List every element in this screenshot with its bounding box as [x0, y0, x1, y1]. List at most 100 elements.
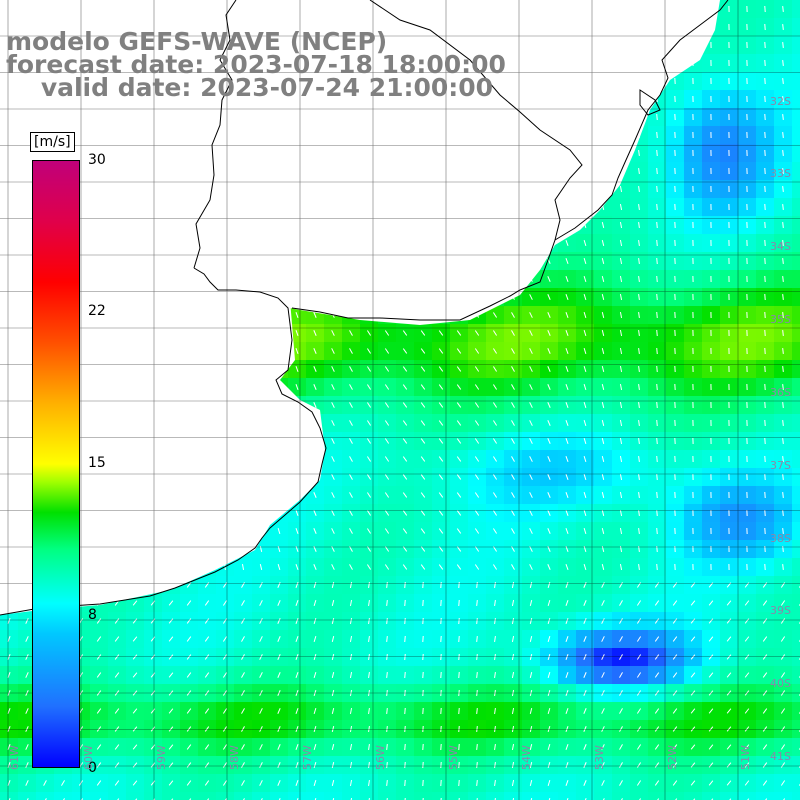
wind-arrow — [547, 528, 551, 534]
wind-arrow — [782, 221, 784, 229]
wind-arrow — [386, 725, 388, 733]
wind-arrow — [404, 617, 406, 625]
wind-arrow — [782, 509, 784, 517]
wind-arrow — [782, 347, 784, 355]
wind-arrow — [619, 311, 623, 319]
wind-arrow — [420, 564, 426, 570]
wind-arrow — [349, 528, 353, 534]
wind-arrow — [656, 239, 658, 247]
wind-arrow — [638, 293, 640, 301]
wind-arrow — [420, 438, 426, 444]
wind-arrow — [349, 456, 353, 462]
wind-arrow — [565, 618, 569, 624]
wind-arrow — [277, 654, 281, 660]
wind-arrow — [492, 330, 498, 336]
wind-arrow — [494, 635, 496, 643]
wind-arrow — [492, 492, 498, 498]
wind-arrow — [726, 744, 732, 750]
wind-arrow — [583, 744, 587, 750]
wind-arrow — [601, 618, 605, 624]
field-cell — [162, 792, 180, 800]
lat-label: 35S — [770, 313, 791, 326]
wind-arrow — [619, 672, 623, 678]
wind-arrow — [366, 438, 372, 444]
wind-arrow — [565, 276, 569, 282]
field-cell — [792, 612, 800, 630]
wind-arrow — [132, 654, 138, 660]
wind-arrow — [384, 366, 390, 372]
wind-arrow — [565, 600, 569, 606]
wind-arrow — [96, 636, 102, 642]
wind-arrow — [511, 725, 515, 733]
wind-arrow — [456, 330, 462, 336]
wind-arrow — [25, 654, 29, 660]
wind-arrow — [132, 600, 138, 606]
wind-arrow — [672, 654, 678, 660]
wind-arrow — [547, 294, 551, 300]
wind-arrow — [636, 654, 642, 660]
wind-arrow — [476, 761, 478, 769]
wind-arrow — [619, 365, 623, 373]
wind-arrow — [583, 257, 587, 265]
wind-arrow — [762, 726, 768, 732]
wind-arrow — [601, 293, 605, 301]
wind-arrow — [402, 474, 408, 480]
field-cell — [738, 792, 756, 800]
wind-arrow — [492, 420, 498, 426]
lat-label: 32S — [770, 95, 791, 108]
wind-arrow — [313, 581, 317, 589]
wind-arrow — [349, 510, 353, 516]
field-cell — [792, 738, 800, 756]
wind-arrow — [583, 419, 587, 427]
field-cell — [342, 792, 360, 800]
field-cell — [792, 36, 800, 54]
wind-arrow — [420, 456, 426, 462]
wind-arrow — [492, 474, 498, 480]
field-cell — [558, 792, 576, 800]
field-cell — [540, 792, 558, 800]
lat-label: 37S — [770, 459, 791, 472]
wind-arrow — [708, 654, 714, 660]
wind-arrow — [690, 744, 696, 750]
wind-arrow — [619, 744, 623, 750]
wind-arrow — [656, 221, 658, 229]
wind-arrow — [402, 438, 408, 444]
wind-arrow — [656, 437, 658, 445]
wind-arrow — [402, 492, 408, 498]
wind-arrow — [690, 600, 696, 606]
wind-arrow — [420, 348, 426, 354]
wind-arrow — [511, 366, 515, 372]
wind-arrow — [492, 546, 498, 552]
wind-arrow — [638, 203, 640, 211]
wind-arrow — [672, 726, 678, 732]
wind-arrow — [168, 600, 174, 606]
wind-arrow — [277, 726, 281, 732]
wind-arrow — [313, 707, 317, 715]
field-cell — [324, 792, 342, 800]
wind-arrow — [494, 743, 496, 751]
wind-arrow — [331, 743, 335, 751]
wind-arrow — [313, 564, 317, 570]
wind-arrow — [474, 528, 480, 534]
wind-arrow — [474, 474, 480, 480]
wind-arrow — [638, 221, 640, 229]
wind-arrow — [601, 491, 605, 499]
wind-arrow — [402, 528, 408, 534]
wind-arrow — [402, 384, 408, 390]
wind-arrow — [601, 636, 605, 642]
wind-arrow — [511, 743, 515, 751]
wind-arrow — [204, 708, 210, 714]
wind-arrow — [222, 708, 228, 714]
wind-arrow — [313, 366, 317, 372]
wind-arrow — [368, 725, 370, 733]
field-cell — [594, 792, 612, 800]
wind-arrow — [222, 672, 228, 678]
wind-arrow — [331, 528, 335, 534]
field-cell — [792, 144, 800, 162]
wind-arrow — [331, 617, 335, 625]
wind-arrow — [168, 744, 174, 750]
wind-arrow — [656, 365, 658, 373]
wind-arrow — [168, 654, 174, 660]
wind-arrow — [780, 654, 786, 660]
wind-arrow — [241, 563, 245, 571]
